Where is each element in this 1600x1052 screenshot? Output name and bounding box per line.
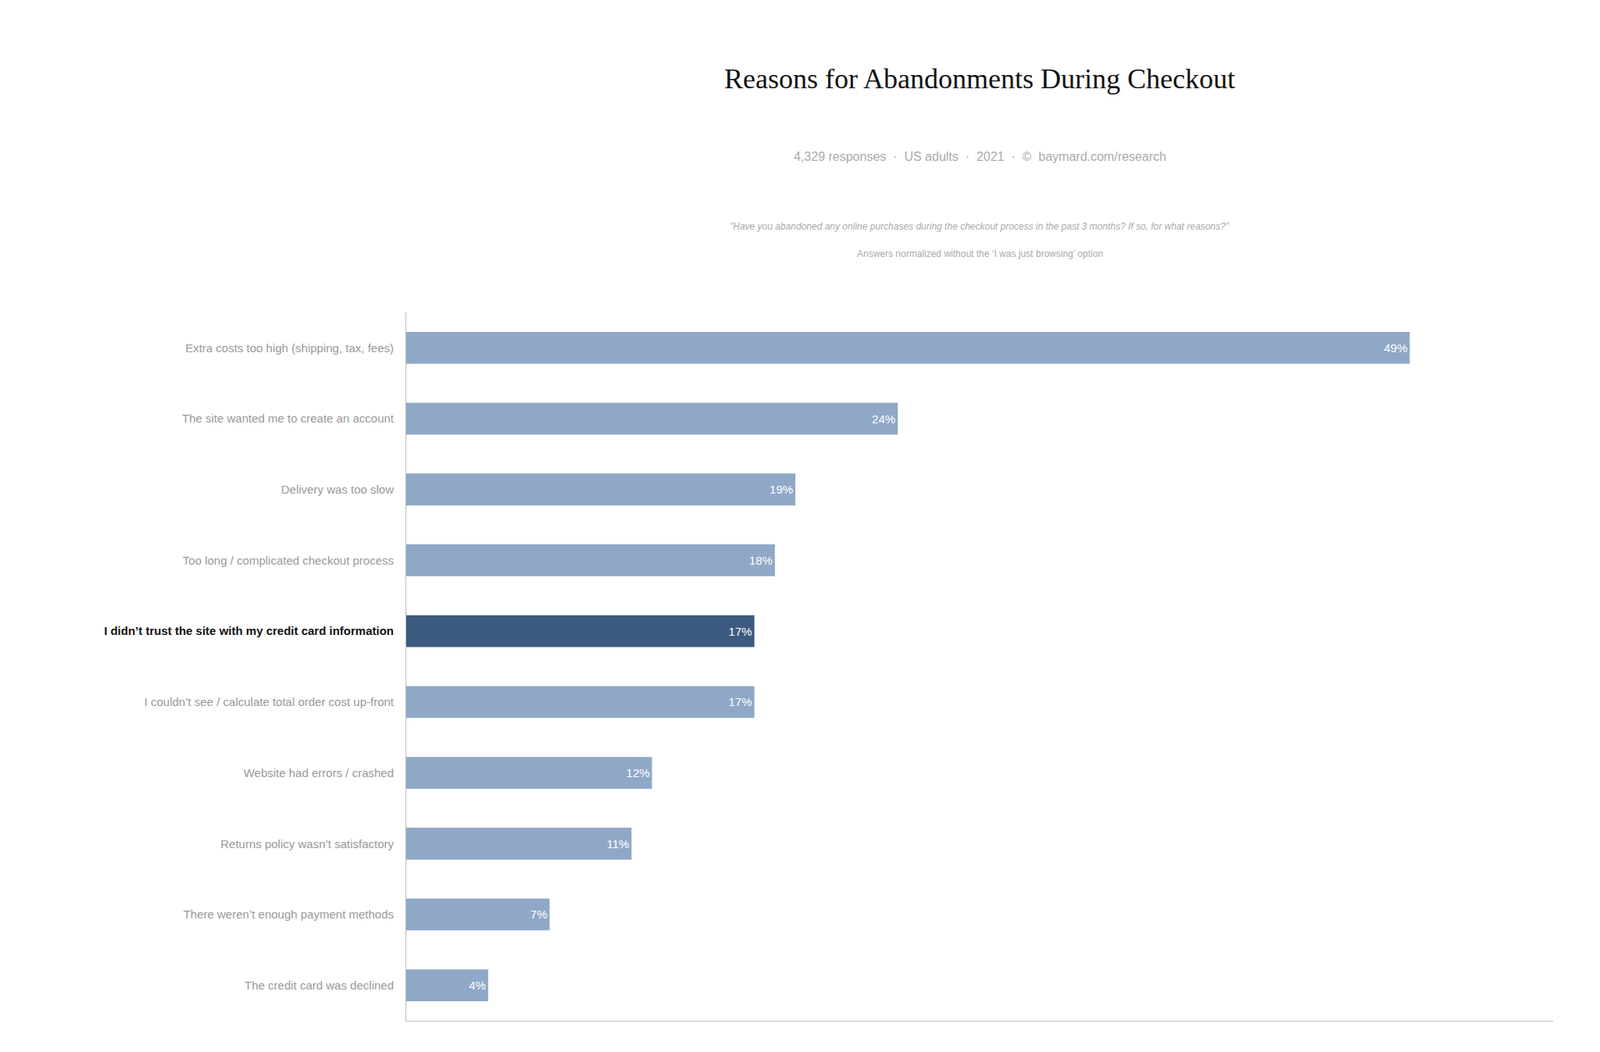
svg-text:12%: 12% [626, 766, 650, 780]
svg-text:Delivery was too slow: Delivery was too slow [281, 482, 394, 497]
svg-text:Answers normalized without the: Answers normalized without the ‘I was ju… [857, 248, 1104, 260]
svg-text:4%: 4% [468, 978, 486, 993]
svg-text:The credit card was declined: The credit card was declined [244, 978, 394, 993]
svg-text:18%: 18% [749, 553, 773, 568]
svg-text:I didn’t trust the site with m: I didn’t trust the site with my credit c… [103, 624, 394, 638]
svg-text:24%: 24% [871, 412, 896, 426]
svg-text:17%: 17% [728, 695, 753, 709]
svg-text:I couldn’t see / calculate tot: I couldn’t see / calculate total order c… [144, 695, 395, 709]
svg-text:7%: 7% [530, 907, 548, 922]
svg-text:11%: 11% [606, 837, 629, 851]
svg-text:Website had errors / crashed: Website had errors / crashed [243, 766, 394, 780]
svg-text:The site wanted me to create a: The site wanted me to create an account [182, 411, 395, 425]
svg-text:Extra costs too high (shipping: Extra costs too high (shipping, tax, fee… [185, 341, 394, 355]
svg-text:19%: 19% [769, 482, 793, 497]
svg-text:4,329 responses · US adults: 4,329 responses · US adults · 2021 · © b… [793, 150, 1167, 164]
svg-text:17%: 17% [728, 625, 753, 639]
svg-text:Too long / complicated checkou: Too long / complicated checkout process [182, 553, 394, 568]
svg-text:There weren’t enough payment m: There weren’t enough payment methods [183, 907, 394, 922]
svg-text:49%: 49% [1383, 341, 1408, 355]
svg-text:"Have you abandoned any online: "Have you abandoned any online purchases… [729, 221, 1230, 233]
svg-text:Returns policy wasn’t satisfac: Returns policy wasn’t satisfactory [220, 837, 394, 851]
svg-text:Reasons for Abandonments Durin: Reasons for Abandonments During Checkout [724, 63, 1236, 95]
